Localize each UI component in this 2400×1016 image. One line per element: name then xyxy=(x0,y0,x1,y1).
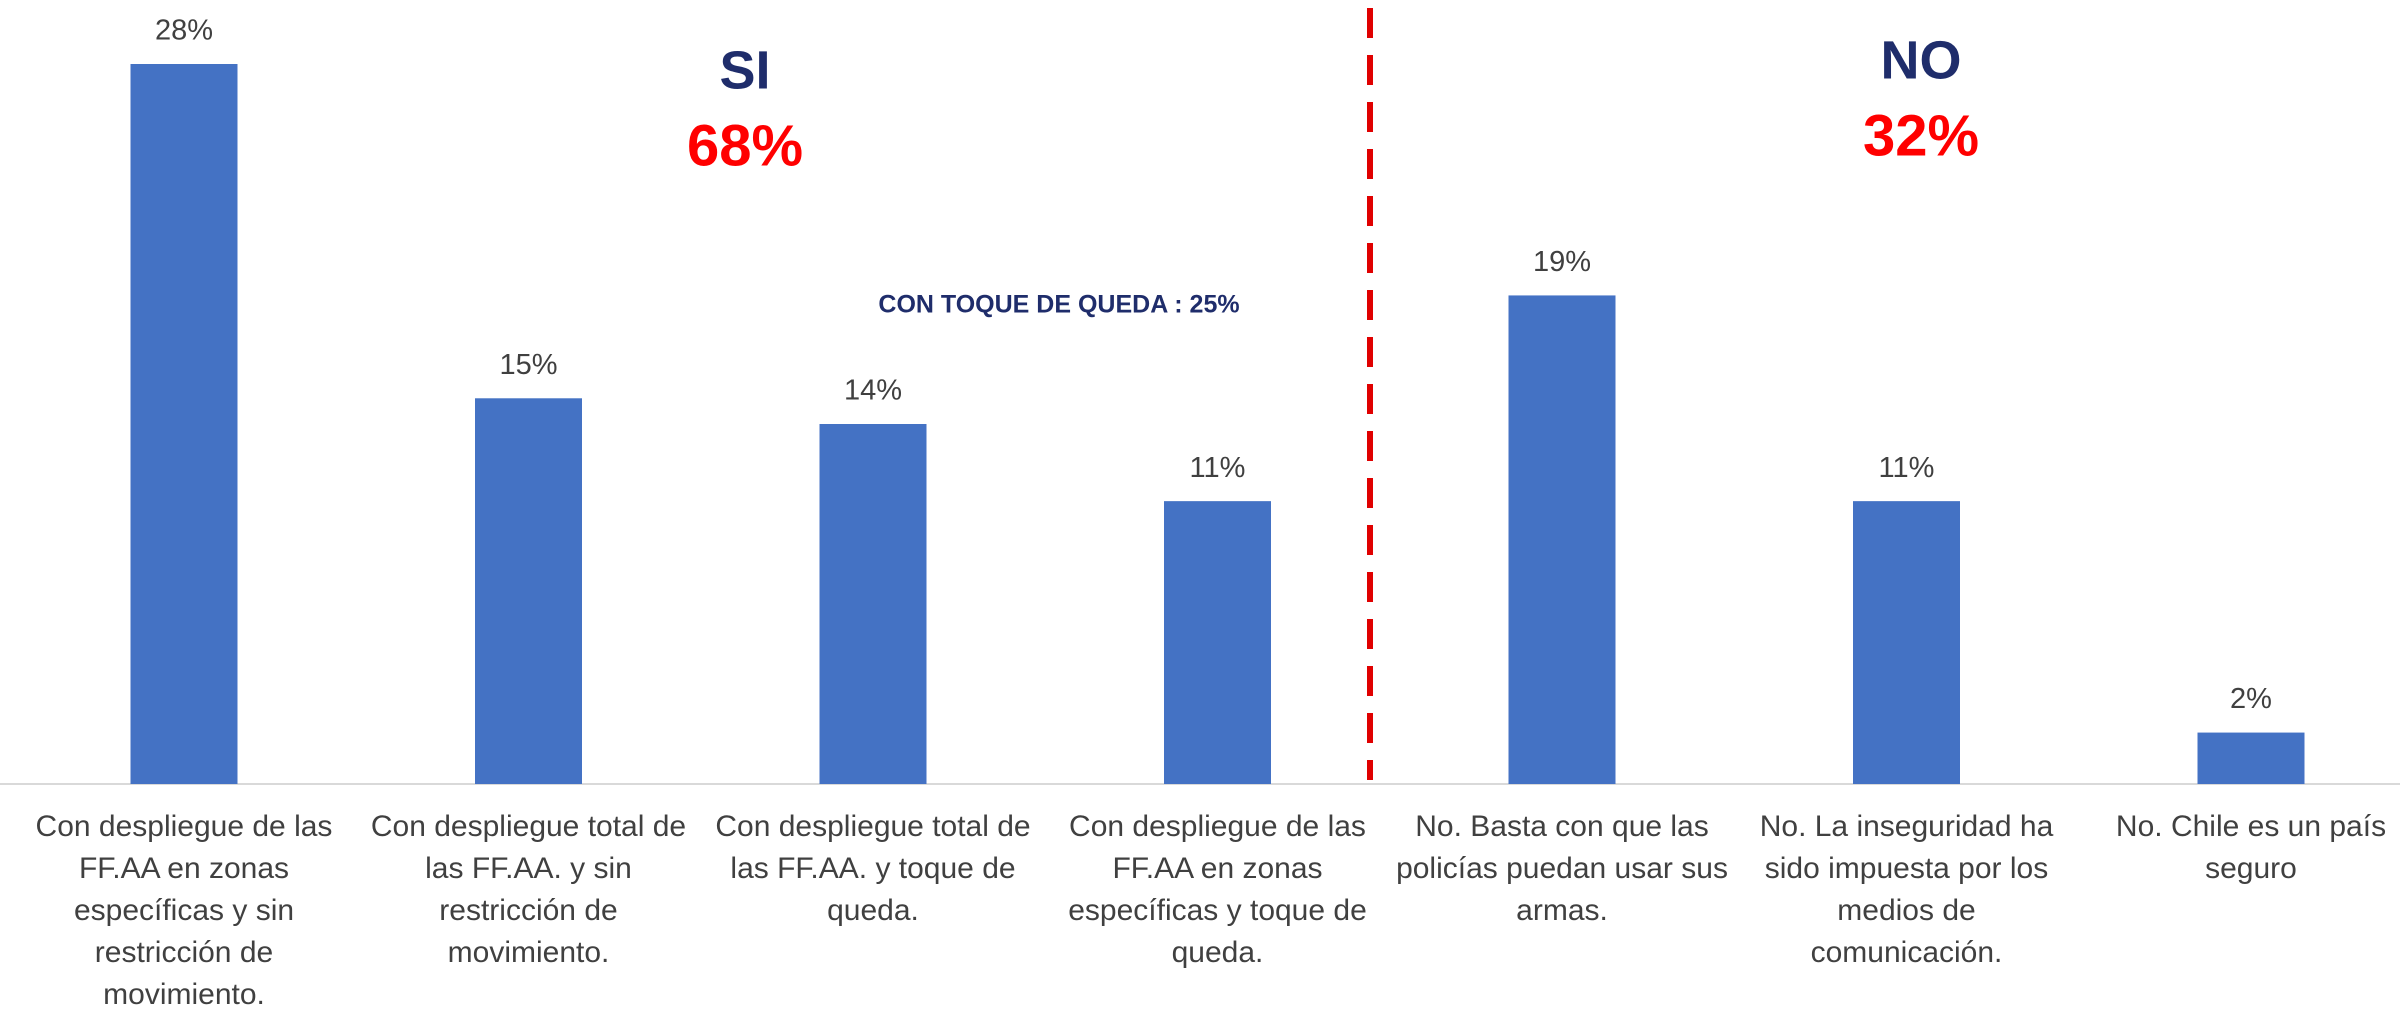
value-label: 2% xyxy=(2230,683,2272,715)
value-label: 11% xyxy=(1190,452,1246,484)
bar xyxy=(2197,732,2305,784)
annotation: 68% xyxy=(687,113,803,178)
category-label: No. Basta con que las policías puedan us… xyxy=(1396,810,1728,927)
category-label: Con despliegue total de las FF.AA. y sin… xyxy=(370,810,687,969)
category-label: No. La inseguridad ha sido impuesta por … xyxy=(1759,810,2054,969)
annotation: 32% xyxy=(1863,103,1979,168)
annotation: NO xyxy=(1881,30,1962,90)
value-label: 15% xyxy=(499,349,557,381)
bar xyxy=(1164,501,1271,784)
annotation: SI xyxy=(719,40,770,100)
category-label: Con despliegue total de las FF.AA. y toq… xyxy=(715,810,1031,927)
annotation: CON TOQUE DE QUEDA : 25% xyxy=(878,291,1239,319)
category-label: Con despliegue de las FF.AA en zonas esp… xyxy=(35,810,333,1011)
value-label: 19% xyxy=(1533,246,1591,278)
bar xyxy=(1853,501,1960,784)
bar xyxy=(819,424,927,784)
bar xyxy=(1508,295,1616,784)
category-label: Con despliegue de las FF.AA en zonas esp… xyxy=(1068,810,1367,969)
bar xyxy=(475,398,582,784)
value-label: 28% xyxy=(155,15,213,47)
value-label: 14% xyxy=(844,375,902,407)
bar xyxy=(130,64,238,784)
category-label: No. Chile es un país seguro xyxy=(2115,810,2387,885)
value-label: 11% xyxy=(1879,452,1935,484)
